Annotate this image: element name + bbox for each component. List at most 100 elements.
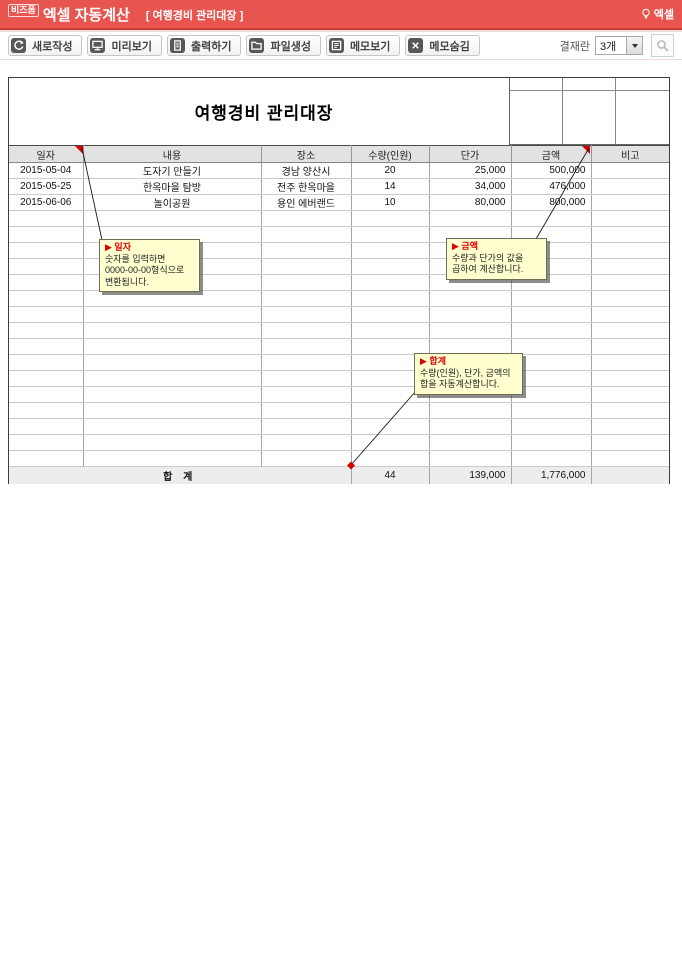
- cell: [351, 322, 430, 339]
- cell: [511, 386, 592, 403]
- cell-place: 용인 에버랜드: [261, 194, 352, 211]
- table-empty-row: [9, 306, 669, 323]
- button-label: 새로작성: [32, 40, 73, 53]
- table-empty-row: [9, 370, 669, 387]
- table-empty-row: [9, 434, 669, 451]
- memo-title: ▶ 합계: [420, 356, 446, 366]
- document-sheet: 여행경비 관리대장 일자 내용 장소 수량(인원) 단가 금액 비고 2015-…: [8, 77, 670, 484]
- cell: [261, 386, 352, 403]
- cell: [511, 306, 592, 323]
- cell: [9, 242, 84, 259]
- column-header: 수량(인원): [350, 145, 430, 163]
- button-label: 미리보기: [111, 40, 152, 53]
- table-empty-row: [9, 450, 669, 467]
- search-button[interactable]: [651, 34, 674, 57]
- table-row: 2015-05-04 도자기 만들기 경남 양산시 20 25,000 500,…: [9, 162, 669, 179]
- approval-cell: [510, 91, 563, 144]
- cell: [591, 322, 669, 339]
- table-total-row: 합 계 44 139,000 1,776,000: [9, 466, 669, 484]
- cell-remark: [591, 178, 669, 195]
- cell: [83, 322, 262, 339]
- cell: [261, 258, 352, 275]
- cell: [261, 434, 352, 451]
- toolbar: 새로작성 미리보기 출력하기 파일생성: [0, 32, 682, 60]
- cell-description: 도자기 만들기: [83, 162, 262, 179]
- cell: [83, 210, 262, 227]
- approval-signature-box: [509, 78, 669, 145]
- cell-remark: [591, 194, 669, 211]
- column-header: 비고: [590, 145, 669, 163]
- cell: [511, 434, 592, 451]
- cell: [429, 290, 512, 307]
- topbar-right-label: 엑셀: [653, 9, 674, 21]
- cell: [261, 418, 352, 435]
- cell: [83, 434, 262, 451]
- cell-unit-price: 25,000: [429, 162, 512, 179]
- cell: [511, 210, 592, 227]
- cell: [429, 306, 512, 323]
- approval-count-dropdown[interactable]: 3개: [595, 36, 643, 55]
- print-button[interactable]: 출력하기: [166, 35, 242, 56]
- cell: [261, 354, 352, 371]
- cell: [261, 370, 352, 387]
- table-empty-row: [9, 402, 669, 419]
- cell: [591, 418, 669, 435]
- cell: [261, 242, 352, 259]
- table-empty-row: [9, 418, 669, 435]
- cell: [351, 402, 430, 419]
- cell: [351, 226, 430, 243]
- cell: [261, 226, 352, 243]
- memo-title: ▶ 일자: [105, 242, 131, 252]
- cell: [511, 290, 592, 307]
- cell: [351, 418, 430, 435]
- topbar-right-link[interactable]: 엑셀: [641, 6, 674, 22]
- table-body: 일자 내용 장소 수량(인원) 단가 금액 비고 2015-05-04 도자기 …: [9, 145, 669, 484]
- cell-qty: 10: [351, 194, 430, 211]
- dropdown-button[interactable]: [626, 37, 642, 54]
- button-label: 파일생성: [270, 40, 311, 53]
- triangle-right-icon: ▶: [105, 242, 115, 252]
- approval-count-label: 결재란: [559, 40, 590, 53]
- cell: [511, 354, 592, 371]
- cell-description: 놀이공원: [83, 194, 262, 211]
- table-empty-row: [9, 322, 669, 339]
- triangle-right-icon: ▶: [420, 356, 430, 366]
- column-header: 금액: [510, 145, 592, 163]
- cell-unit-price: 80,000: [429, 194, 512, 211]
- create-file-button[interactable]: 파일생성: [246, 35, 321, 56]
- cell: [9, 370, 84, 387]
- cell: [351, 306, 430, 323]
- cell: [429, 402, 512, 419]
- new-document-button[interactable]: 새로작성: [8, 35, 83, 56]
- page-title: 여행경비 관리대장: [194, 103, 334, 123]
- cell: [261, 210, 352, 227]
- cell: [83, 306, 262, 323]
- total-amount: 1,776,000: [511, 466, 592, 484]
- cell-qty: 20: [351, 162, 430, 179]
- cell: [9, 210, 84, 227]
- topbar-divider-dark: [0, 28, 682, 30]
- cell: [83, 290, 262, 307]
- cell: [429, 418, 512, 435]
- cell-qty: 14: [351, 178, 430, 195]
- cell-amount: 500,000: [511, 162, 592, 179]
- preview-button[interactable]: 미리보기: [87, 35, 162, 56]
- cell: [261, 402, 352, 419]
- cell: [9, 450, 84, 467]
- table-header-row: 일자 내용 장소 수량(인원) 단가 금액 비고: [9, 145, 669, 163]
- cell-unit-price: 34,000: [429, 178, 512, 195]
- expense-table: 일자 내용 장소 수량(인원) 단가 금액 비고 2015-05-04 도자기 …: [9, 145, 669, 484]
- cell: [591, 434, 669, 451]
- cell-amount: 800,000: [511, 194, 592, 211]
- folder-icon: [249, 38, 265, 53]
- button-label: 메모보기: [349, 40, 391, 53]
- hide-memo-button[interactable]: 메모숨김: [405, 35, 480, 56]
- cell-place: 전주 한옥마을: [261, 178, 352, 195]
- cell: [591, 226, 669, 243]
- show-memo-button[interactable]: 메모보기: [325, 35, 401, 56]
- total-label: 합 계: [9, 466, 352, 484]
- cell: [511, 418, 592, 435]
- cell: [83, 450, 262, 467]
- table-empty-row: [9, 354, 669, 371]
- table-row: 2015-06-06 놀이공원 용인 에버랜드 10 80,000 800,00…: [9, 194, 669, 211]
